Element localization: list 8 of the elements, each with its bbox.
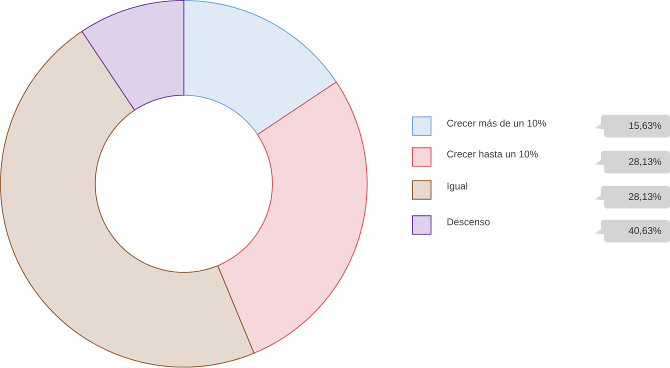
legend-label: Igual	[448, 182, 468, 192]
text: 40,63%	[628, 227, 662, 236]
text: 15,63%	[629, 122, 662, 130]
text: 28,13%	[628, 158, 662, 166]
legend-label: Crecer hasta un 10%	[447, 150, 538, 158]
legend-label: Descenso	[447, 218, 490, 226]
legend-label: Crecer más de un 10%	[447, 120, 546, 127]
text: 28,13%	[628, 193, 662, 202]
